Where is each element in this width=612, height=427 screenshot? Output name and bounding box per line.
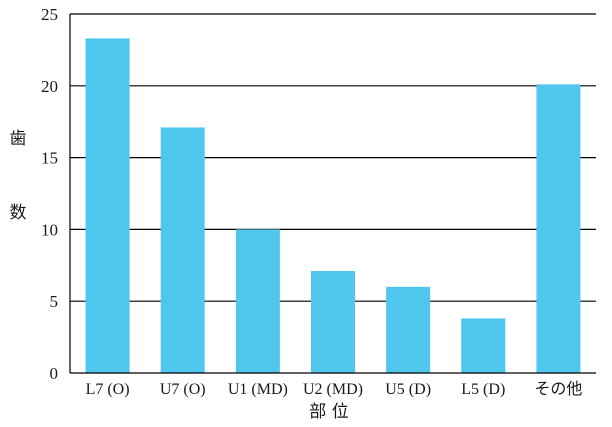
bar-4 [311,271,355,373]
bar-1 [85,38,130,374]
y-tick-label-5: 5 [50,292,59,311]
y-tick-labels: 0 5 10 15 20 25 [41,5,58,383]
bar-6 [461,318,506,373]
y-tick-label-25: 25 [41,5,58,24]
x-tick-label-6: L5 (D) [461,381,505,398]
x-tick-label-4: U2 (MD) [303,381,363,398]
y-tick-label-15: 15 [41,149,58,168]
y-axis-label-char-1: 歯 [10,129,27,149]
y-tick-label-20: 20 [41,77,58,96]
x-tick-label-1: L7 (O) [86,381,130,398]
x-tick-label-7: その他 [534,380,582,398]
bar-3 [235,229,280,373]
bar-7 [536,84,581,373]
y-axis-label-char-2: 数 [10,203,27,223]
bar-5 [386,286,431,373]
x-axis-label: 部 位 [309,402,348,422]
gridlines [70,13,596,302]
y-tick-label-10: 10 [41,220,58,239]
bars [85,38,581,374]
y-tick-label-0: 0 [50,364,59,383]
x-tick-labels: L7 (O) U7 (O) U1 (MD) U2 (MD) U5 (D) L5 (D) その… [86,380,583,398]
axes [69,14,596,374]
x-tick-label-5: U5 (D) [385,381,431,398]
bar-2 [160,127,205,373]
x-tick-label-3: U1 (MD) [228,381,288,398]
x-tick-label-2: U7 (O) [160,381,206,398]
